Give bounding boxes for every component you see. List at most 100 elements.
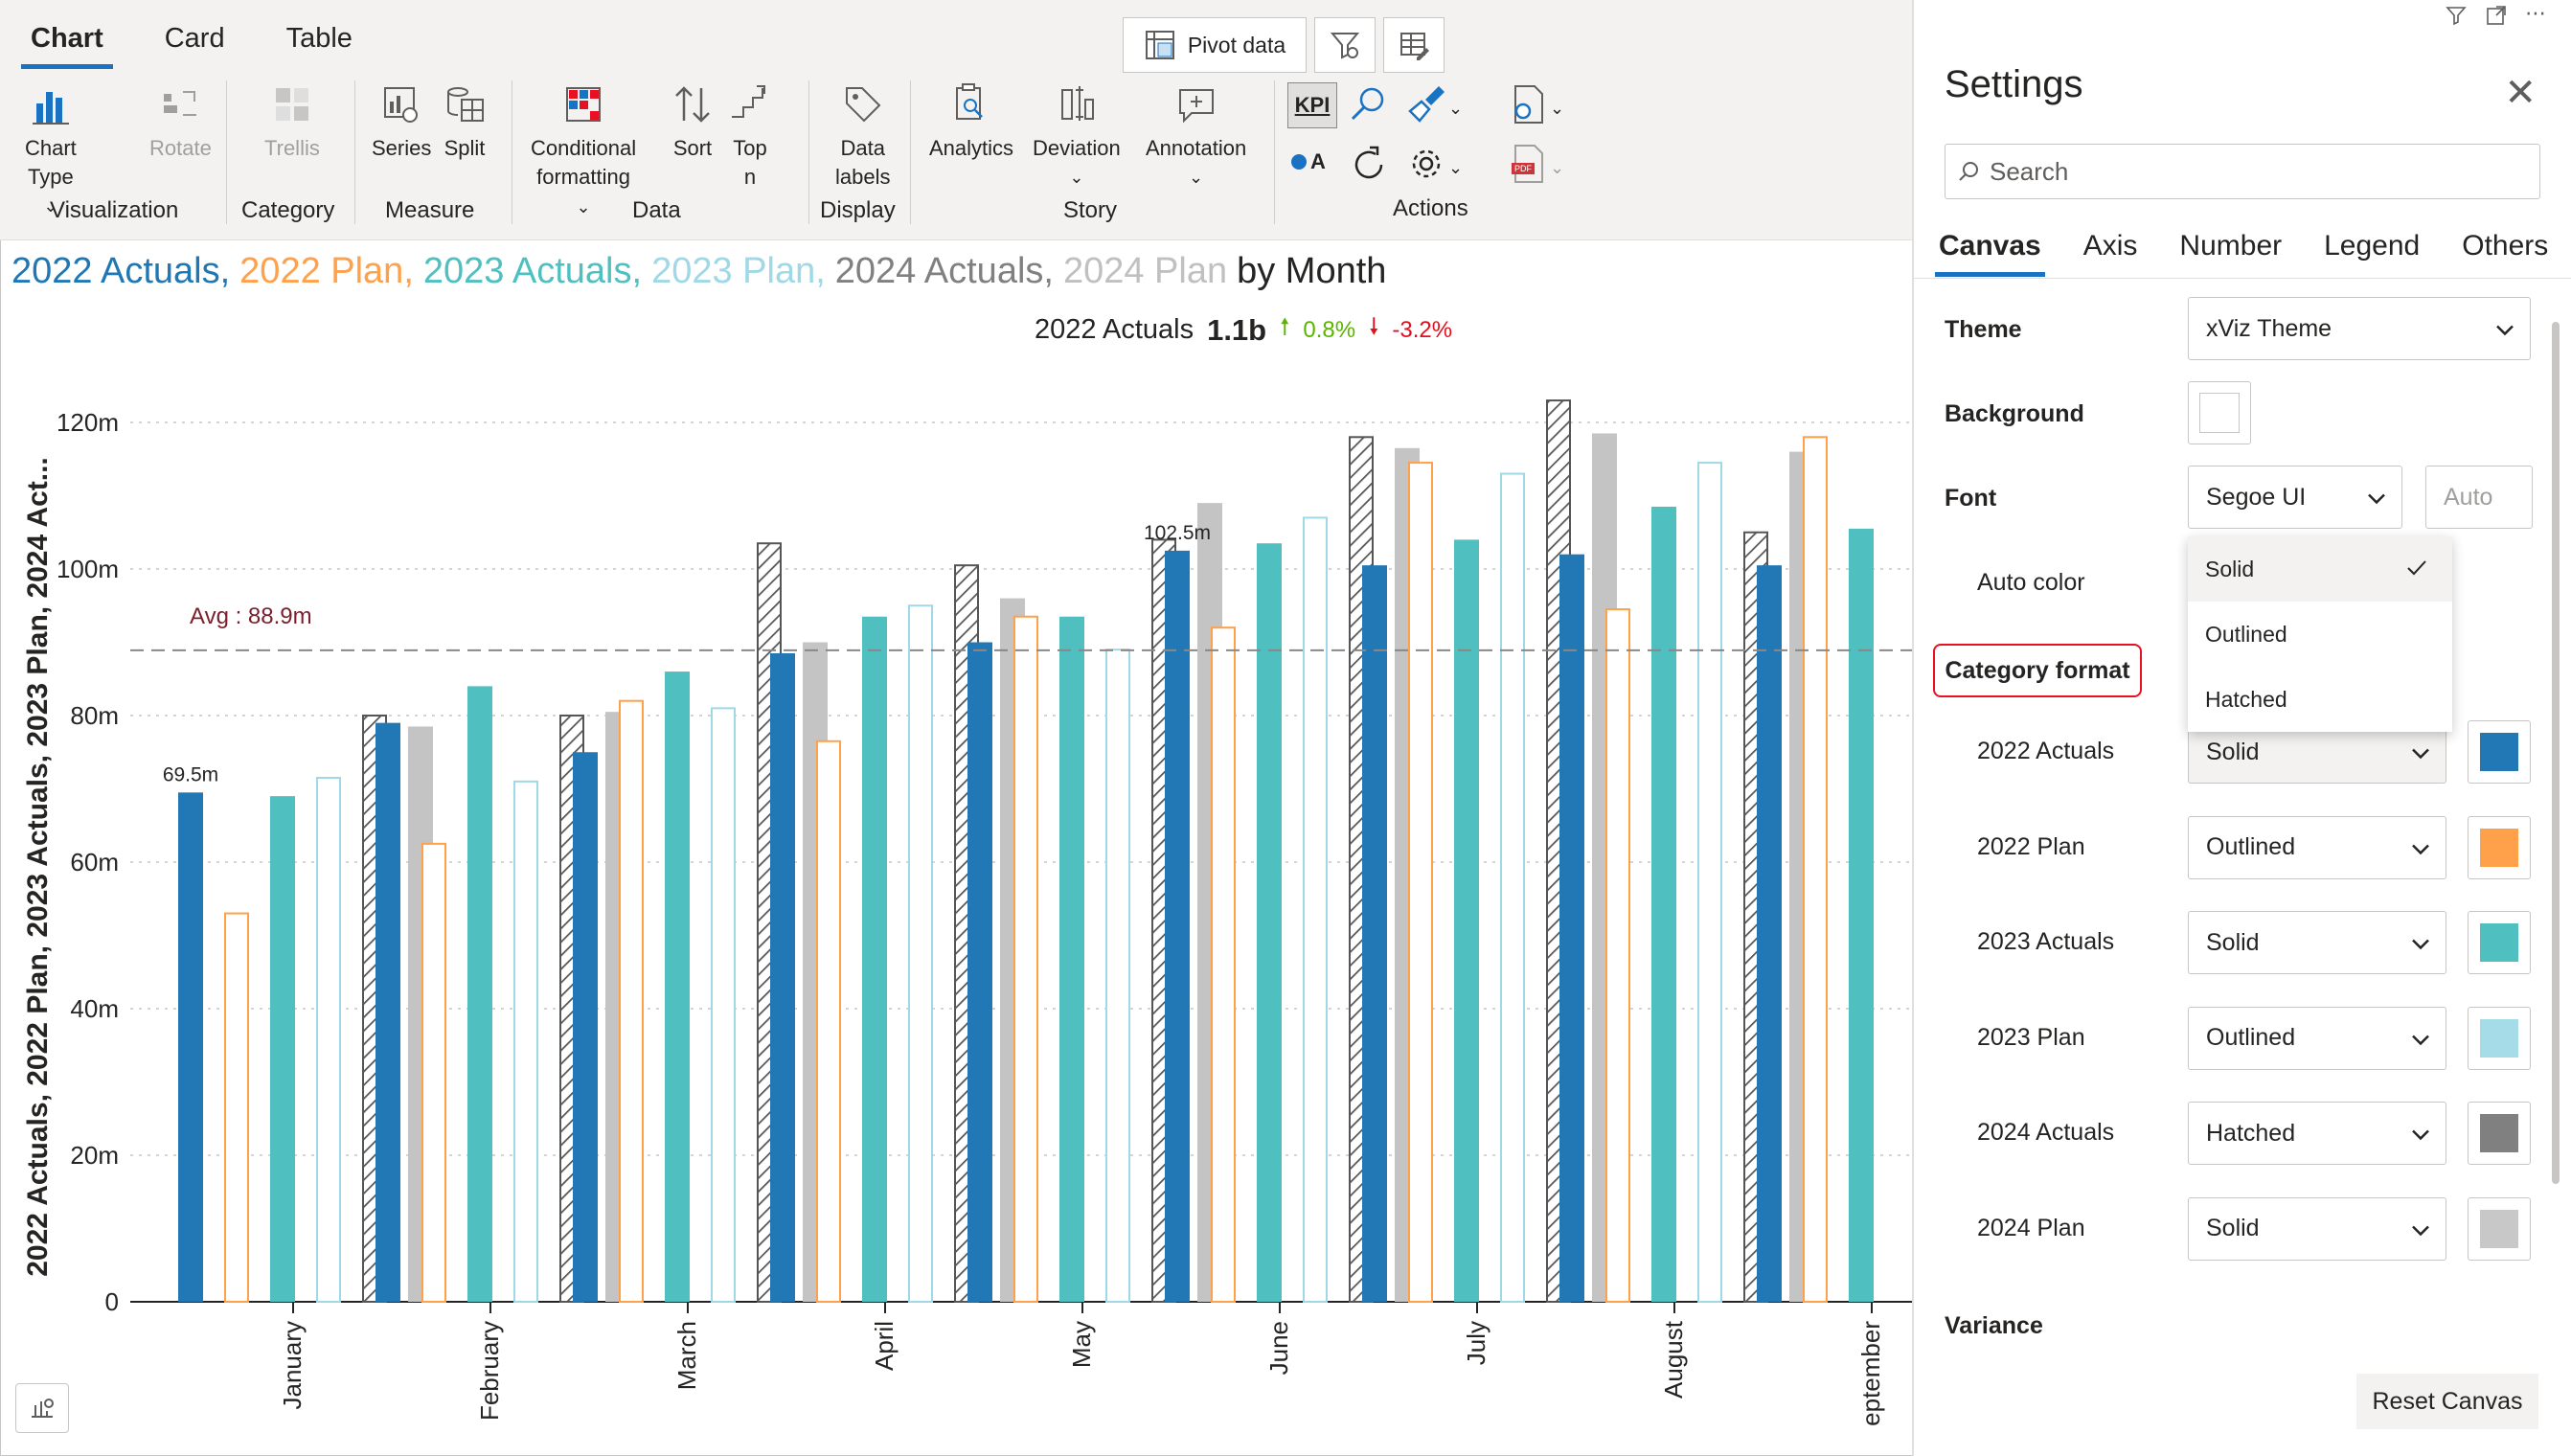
analytics-label: Analytics xyxy=(929,136,1014,160)
y-tick-label: 100m xyxy=(57,555,119,583)
series-format-dropdown[interactable]: Outlined xyxy=(2188,815,2446,879)
series-color-picker[interactable] xyxy=(2468,1006,2531,1070)
category-group-label: Category xyxy=(241,197,335,223)
kpi-button[interactable]: KPI xyxy=(1287,82,1337,128)
ribbon-divider xyxy=(910,80,911,224)
tab-others[interactable]: Others xyxy=(2462,230,2549,262)
series-color-picker[interactable] xyxy=(2468,720,2531,784)
series-color-picker[interactable] xyxy=(2468,1102,2531,1165)
analytics-button[interactable]: Analytics xyxy=(929,82,1013,163)
chart-type-button[interactable]: Chart Type ⌄ xyxy=(25,82,77,220)
series-color-picker[interactable] xyxy=(2468,1196,2531,1261)
chart-tools-button[interactable] xyxy=(15,1383,69,1433)
theme-dropdown[interactable]: xViz Theme xyxy=(2188,297,2531,360)
bar xyxy=(467,686,492,1302)
font-size-input[interactable]: Auto xyxy=(2425,466,2533,529)
ribbon-divider xyxy=(226,80,227,224)
settings-gear-button[interactable]: ⌄ xyxy=(1404,142,1463,193)
split-button[interactable]: Split xyxy=(443,82,487,163)
trellis-label: Trellis xyxy=(264,136,320,160)
reset-button[interactable] xyxy=(1347,142,1391,193)
rotate-button[interactable]: Rotate xyxy=(149,82,212,163)
pdf-export-button[interactable]: PDF ⌄ xyxy=(1506,142,1564,193)
bar xyxy=(1454,539,1479,1302)
conditional-formatting-button[interactable]: Conditional formatting ⌄ xyxy=(531,82,636,221)
kpi-label: KPI xyxy=(1294,93,1331,117)
color-swatch xyxy=(2480,1114,2518,1152)
tab-card[interactable]: Card xyxy=(164,23,225,54)
focus-mode-icon[interactable] xyxy=(2485,4,2508,27)
chevron-down-icon xyxy=(2411,1215,2430,1242)
category-format-label: Category format xyxy=(1933,644,2142,697)
deviation-button[interactable]: Deviation ⌄ xyxy=(1033,82,1121,192)
series-format-label: 2024 Plan xyxy=(1977,1214,2085,1241)
chevron-down-icon xyxy=(2411,739,2430,766)
tab-legend[interactable]: Legend xyxy=(2324,230,2421,262)
bar xyxy=(967,642,992,1302)
visualization-group-label: Visualization xyxy=(50,197,179,223)
close-icon[interactable]: ✕ xyxy=(2504,72,2537,114)
visual-header-icons: ⋯ xyxy=(2445,1,2546,27)
settings-panel: ⋯ Settings ✕ Search Canvas Axis Number L… xyxy=(1912,0,2571,1456)
menu-item-solid[interactable]: Solid xyxy=(2188,536,2452,602)
bar xyxy=(1697,462,1722,1303)
bar xyxy=(1013,615,1038,1304)
a-label: A xyxy=(1310,149,1326,173)
font-family-dropdown[interactable]: Segoe UI xyxy=(2188,466,2402,529)
tab-chart[interactable]: Chart xyxy=(21,19,113,69)
bar xyxy=(1757,565,1782,1302)
series-format-dropdown[interactable]: Solid xyxy=(2188,1196,2446,1261)
menu-item-hatched[interactable]: Hatched xyxy=(2188,667,2452,732)
pivot-data-button[interactable]: Pivot data xyxy=(1123,17,1307,73)
legend-color-button[interactable]: A xyxy=(1291,148,1326,176)
reset-canvas-button[interactable]: Reset Canvas xyxy=(2356,1374,2538,1429)
color-swatch xyxy=(2480,828,2518,867)
search-icon xyxy=(1959,162,1978,181)
tab-axis[interactable]: Axis xyxy=(2082,230,2138,262)
series-format-dropdown[interactable]: Hatched xyxy=(2188,1102,2446,1165)
series-button[interactable]: Series xyxy=(372,82,431,163)
series-format-value: Hatched xyxy=(2206,1119,2296,1147)
bar-chart-icon xyxy=(32,92,69,125)
data-labels-button[interactable]: Data labels xyxy=(835,82,890,192)
series-color-picker[interactable] xyxy=(2468,815,2531,879)
more-options-icon[interactable]: ⋯ xyxy=(2525,1,2546,25)
series-format-value: Outlined xyxy=(2206,1024,2296,1051)
filter-icon[interactable] xyxy=(2445,4,2468,27)
chevron-down-icon: ⌄ xyxy=(1069,168,1084,187)
annotation-label: Annotation xyxy=(1146,136,1247,160)
chart-title-part: 2023 Actuals, xyxy=(422,251,643,291)
settings-scrollbar[interactable] xyxy=(2552,322,2560,1184)
trellis-button[interactable]: Trellis xyxy=(264,82,320,163)
series-format-dropdown[interactable]: Outlined xyxy=(2188,1006,2446,1070)
chart-title-part: 2024 Actuals, xyxy=(834,251,1054,291)
top-n-icon xyxy=(732,85,765,118)
tab-table[interactable]: Table xyxy=(285,23,353,54)
conditional-label-text: formatting xyxy=(536,165,630,189)
search-tool-button[interactable] xyxy=(1347,82,1391,134)
series-label: Series xyxy=(372,136,432,160)
tab-canvas[interactable]: Canvas xyxy=(1935,230,2045,277)
settings-search-input[interactable]: Search xyxy=(1945,144,2540,199)
chart-tools-icon xyxy=(32,1399,54,1418)
rotate-icon xyxy=(164,91,197,116)
sort-button[interactable]: Sort xyxy=(671,82,715,163)
bar xyxy=(316,777,341,1303)
x-tick-label: August xyxy=(1659,1320,1688,1399)
settings-tabs: Canvas Axis Number Legend Others xyxy=(1935,230,2552,277)
tab-number[interactable]: Number xyxy=(2179,230,2283,262)
table-edit-button[interactable] xyxy=(1383,17,1445,73)
annotation-button[interactable]: Annotation ⌄ xyxy=(1146,82,1246,192)
background-color-picker[interactable] xyxy=(2188,381,2251,444)
menu-item-outlined[interactable]: Outlined xyxy=(2188,602,2452,667)
format-style-menu: Solid Outlined Hatched xyxy=(2188,536,2452,732)
deviation-label: Deviation xyxy=(1033,136,1121,160)
filter-settings-button[interactable] xyxy=(1314,17,1376,73)
top-n-button[interactable]: Top n xyxy=(728,82,772,192)
series-color-picker[interactable] xyxy=(2468,911,2531,974)
auto-color-label: Auto color xyxy=(1977,569,2085,596)
export-settings-button[interactable]: ⌄ xyxy=(1506,82,1564,134)
format-brush-button[interactable]: ⌄ xyxy=(1404,82,1463,134)
bar xyxy=(270,796,295,1302)
series-format-dropdown[interactable]: Solid xyxy=(2188,911,2446,974)
